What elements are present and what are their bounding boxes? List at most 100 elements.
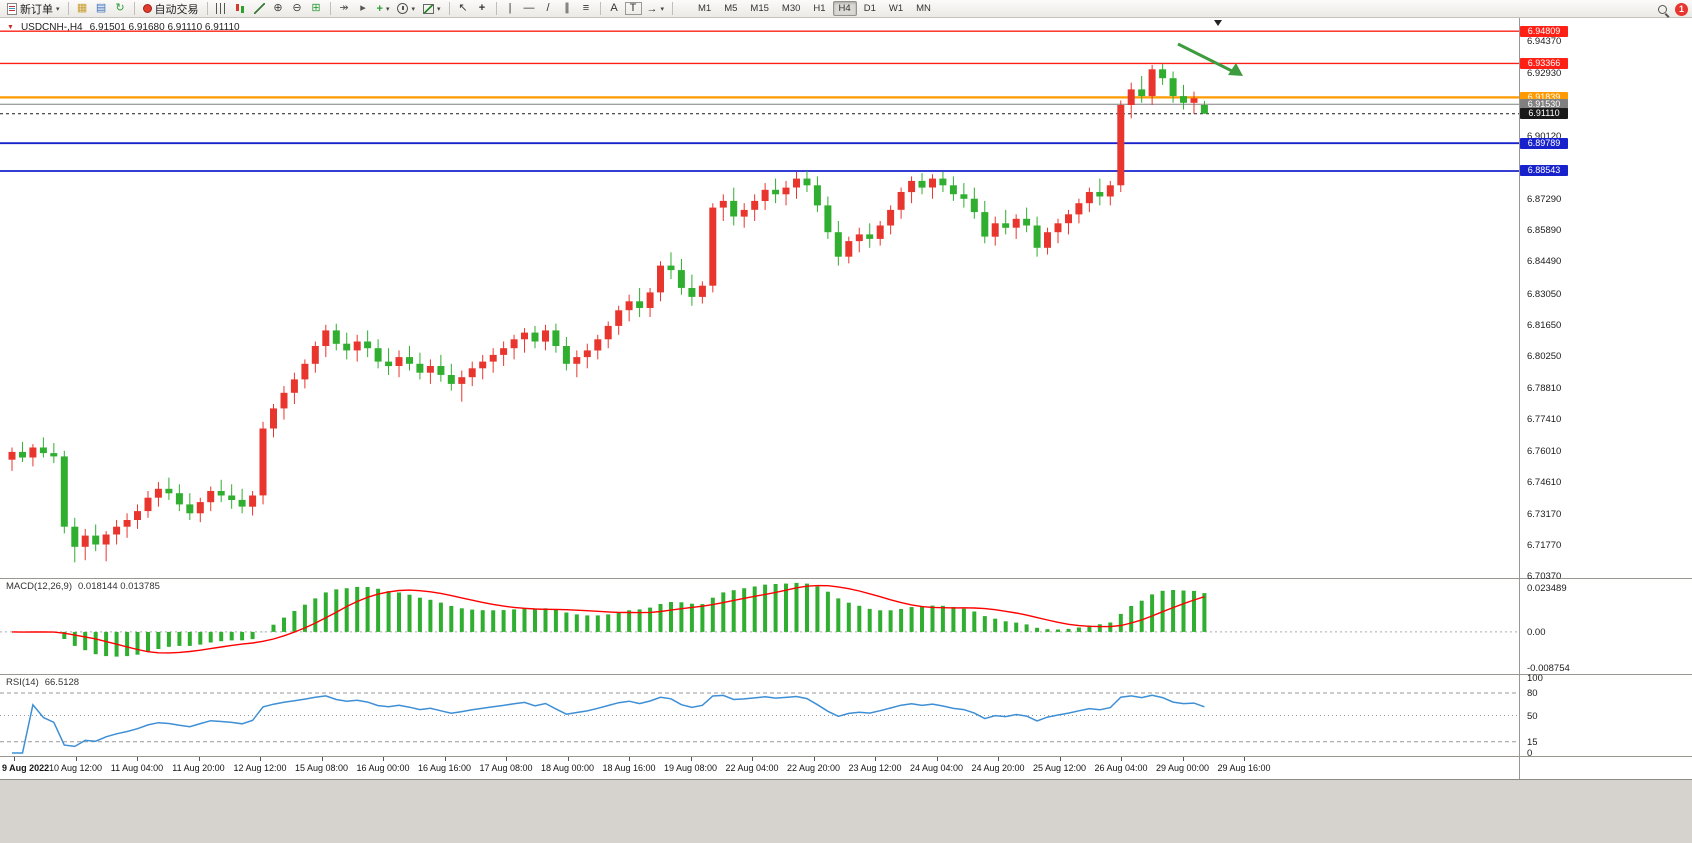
- candle-body: [186, 504, 194, 514]
- time-tick: [506, 757, 507, 761]
- candle-body: [1012, 218, 1020, 228]
- label-tool-icon[interactable]: T: [624, 2, 642, 15]
- candle-body: [1117, 105, 1125, 186]
- candle-body: [521, 332, 528, 340]
- macd-indicator-pane[interactable]: MACD(12,26,9) 0.018144 0.013785: [0, 579, 1519, 674]
- timeframe-button-M15[interactable]: M15: [750, 3, 769, 14]
- chart-shift-icon[interactable]: ▸: [360, 2, 366, 14]
- timeframe-button-W1[interactable]: W1: [888, 3, 904, 14]
- chevron-down-icon: ▾: [411, 5, 415, 13]
- candle-body: [102, 534, 110, 545]
- vertical-line-tool-icon[interactable]: |: [508, 2, 512, 14]
- time-tick: [567, 757, 569, 761]
- candle-body: [134, 511, 141, 520]
- navigator-icon[interactable]: ▤: [95, 2, 107, 14]
- price-tag-6.91110: 6.91110: [1520, 108, 1568, 120]
- candle-body: [782, 187, 790, 195]
- candle-body: [290, 379, 298, 393]
- candle-body: [8, 451, 16, 460]
- time-axis-label: 29 Aug 16:00: [1217, 763, 1271, 773]
- timeframe-button-D1[interactable]: D1: [863, 3, 876, 14]
- search-icon[interactable]: [1658, 4, 1667, 14]
- annotation-arrow-head[interactable]: [1228, 63, 1243, 76]
- candlestick-chart[interactable]: [0, 18, 1519, 578]
- line-chart-type-icon[interactable]: [251, 1, 268, 16]
- candle-body: [479, 361, 487, 369]
- time-axis-label: 22 Aug 04:00: [725, 763, 779, 773]
- time-tick: [998, 757, 999, 761]
- candle-body: [416, 363, 424, 373]
- candle-body: [1169, 78, 1177, 96]
- macd-label: MACD(12,26,9): [6, 581, 72, 592]
- price-axis-label: 6.92930: [1527, 68, 1562, 80]
- macd-chart[interactable]: [0, 579, 1519, 674]
- rsi-chart[interactable]: [0, 675, 1519, 756]
- candle-body: [217, 491, 225, 496]
- crosshair-tool-icon[interactable]: +: [478, 2, 486, 14]
- timeframe-button-H4[interactable]: H4: [832, 1, 857, 16]
- text-tool-icon[interactable]: A: [610, 2, 618, 14]
- templates-button[interactable]: ▾: [420, 1, 444, 17]
- timeframe-button-M5[interactable]: M5: [724, 3, 738, 14]
- tile-windows-icon[interactable]: ⊞: [311, 2, 321, 14]
- candlestick-glyph: [235, 3, 245, 14]
- pane-separator[interactable]: [0, 674, 1692, 675]
- candle-body: [81, 535, 89, 547]
- horizontal-line-tool-icon[interactable]: —: [523, 2, 535, 14]
- refresh-icon[interactable]: ↻: [115, 2, 125, 14]
- timeframe-button-M1[interactable]: M1: [698, 3, 712, 14]
- rsi-header: RSI(14) 66.5128: [6, 677, 79, 688]
- autotrading-button[interactable]: 自动交易: [140, 1, 202, 17]
- candle-body: [228, 495, 236, 500]
- candle-body: [855, 234, 863, 242]
- time-tick: [690, 757, 692, 761]
- time-tick: [875, 757, 876, 761]
- channel-tool-icon[interactable]: ∥: [564, 2, 570, 14]
- candle-body: [562, 346, 570, 364]
- candle-body: [960, 194, 968, 199]
- time-axis[interactable]: 9 Aug 2022 10 Aug 12:00 11 Aug 04:00 11 Aug…: [0, 757, 1519, 779]
- market-watch-icon[interactable]: ▦: [76, 2, 88, 14]
- fibonacci-tool-icon[interactable]: ≡: [582, 2, 590, 14]
- rsi-axis-label: 80: [1527, 688, 1538, 699]
- indicators-button[interactable]: + ▾: [374, 1, 393, 17]
- candle-body: [793, 178, 800, 188]
- candlestick-type-icon[interactable]: [232, 1, 249, 16]
- arrows-tool-button[interactable]: → ▾: [644, 1, 668, 17]
- candle-body: [1075, 203, 1083, 215]
- time-tick: [198, 757, 200, 761]
- candle-body: [970, 198, 978, 213]
- timeframe-button-MN[interactable]: MN: [916, 3, 931, 14]
- price-tag-6.89789: 6.89789: [1520, 137, 1568, 149]
- candle-body: [364, 341, 372, 349]
- periods-button[interactable]: ▾: [394, 1, 418, 17]
- timeframe-group: M1 M5 M15 M30 H1 H4 D1 W1 MN: [692, 1, 937, 16]
- bar-chart-type-icon[interactable]: [213, 1, 230, 16]
- price-chart-pane[interactable]: ▼ USDCNH-,H4 6.91501 6.91680 6.91110 6.9…: [0, 18, 1519, 578]
- pane-separator[interactable]: [0, 578, 1692, 579]
- annotation-arrow[interactable]: [1177, 42, 1237, 75]
- zoom-in-icon[interactable]: ⊕: [273, 2, 283, 14]
- cursor-tool-icon[interactable]: ↖: [458, 2, 468, 14]
- candle-body: [447, 375, 455, 384]
- macd-signal-line: [11, 584, 1205, 654]
- timeframe-button-M30[interactable]: M30: [781, 3, 801, 14]
- auto-scroll-icon[interactable]: ↠: [339, 2, 349, 14]
- candle-body: [719, 200, 727, 208]
- rsi-indicator-pane[interactable]: RSI(14) 66.5128: [0, 675, 1519, 756]
- candle-body: [1159, 69, 1167, 79]
- time-tick: [75, 757, 77, 761]
- new-order-button[interactable]: 新订单 ▾: [4, 1, 63, 17]
- timeframe-button-H1[interactable]: H1: [813, 3, 826, 14]
- candle-body: [113, 526, 121, 535]
- price-axis-label: 6.78810: [1527, 383, 1562, 395]
- candle-body: [625, 301, 633, 311]
- chart-shift-marker[interactable]: [1214, 20, 1222, 26]
- trendline-tool-icon[interactable]: /: [546, 2, 550, 14]
- candle-body: [876, 225, 884, 239]
- notification-badge[interactable]: 1: [1675, 2, 1688, 16]
- candle-body: [92, 535, 100, 545]
- zoom-out-icon[interactable]: ⊖: [292, 2, 302, 14]
- rsi-line: [12, 694, 1205, 754]
- candle-body: [207, 491, 215, 503]
